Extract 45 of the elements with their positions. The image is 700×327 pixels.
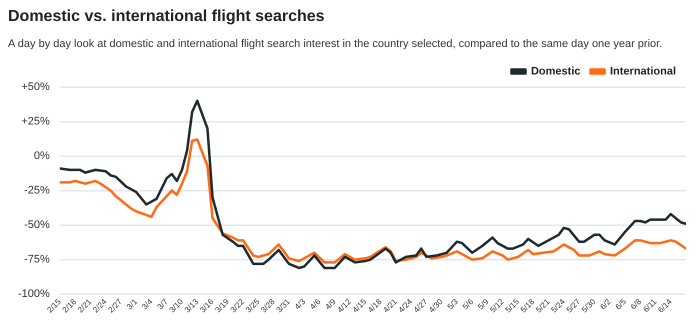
x-tick-label: 3/10 (168, 296, 186, 315)
x-tick-label: 4/24 (396, 296, 414, 315)
x-tick-label: 6/5 (614, 296, 628, 312)
y-tick-label: -75% (24, 254, 50, 266)
x-tick-label: 4/18 (366, 296, 384, 315)
x-tick-label: 6/8 (628, 296, 644, 312)
x-tick-label: 4/12 (336, 296, 354, 315)
x-tick-label: 3/7 (155, 296, 170, 312)
x-tick-label: 5/21 (534, 296, 552, 315)
x-tick-label: 3/13 (182, 296, 201, 315)
y-tick-label: -50% (24, 219, 50, 232)
x-tick-label: 4/21 (381, 296, 400, 315)
y-tick-label: +50% (21, 81, 50, 94)
x-tick-label: 5/3 (446, 296, 460, 312)
x-tick-label: 4/9 (323, 296, 338, 312)
chart-subtitle: A day by day look at domestic and international flight search interest in the country selected, compared to the same day one year prior. (8, 38, 664, 50)
y-tick-label: 0% (34, 150, 50, 162)
x-tick-label: 5/12 (488, 296, 506, 315)
x-tick-label: 5/18 (518, 296, 537, 315)
x-tick-label: 5/30 (580, 296, 598, 315)
y-tick-label: -100% (18, 288, 50, 300)
x-tick-label: 3/22 (228, 296, 246, 315)
x-tick-label: 3/28 (259, 296, 277, 315)
x-tick-label: 2/21 (76, 296, 94, 315)
y-tick-label: +25% (21, 116, 50, 128)
x-tick-label: 5/24 (549, 296, 568, 315)
x-tick-label: 6/14 (656, 296, 674, 315)
x-tick-label: 4/3 (292, 296, 308, 312)
x-tick-label: 4/15 (350, 296, 369, 315)
legend-label: International (610, 66, 676, 78)
x-tick-label: 6/2 (598, 296, 613, 312)
x-tick-label: 6/11 (641, 296, 659, 314)
chart-title: Domestic vs. international flight searches (8, 8, 326, 26)
legend-label: Domestic (530, 66, 581, 78)
x-tick-label: 5/9 (476, 296, 491, 312)
x-tick-label: 3/31 (274, 296, 292, 315)
x-tick-label: 4/6 (308, 296, 323, 312)
y-tick-label: -25% (24, 184, 50, 197)
x-tick-label: 4/27 (412, 296, 430, 315)
x-tick-label: 4/30 (427, 296, 445, 315)
x-tick-label: 3/16 (198, 296, 216, 315)
x-tick-label: 5/6 (460, 296, 476, 312)
x-tick-label: 3/4 (140, 296, 155, 312)
x-tick-label: 3/1 (124, 296, 140, 312)
x-tick-label: 3/19 (213, 296, 232, 315)
